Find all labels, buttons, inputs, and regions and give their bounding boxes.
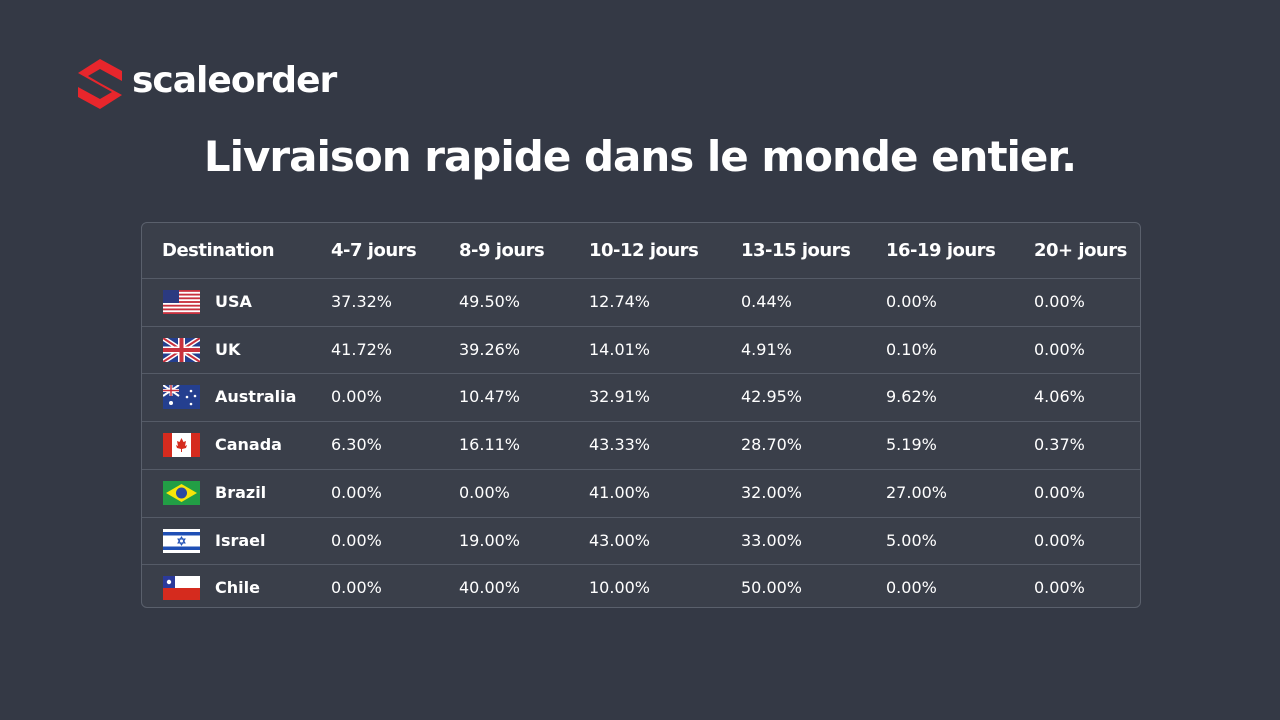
percent-cell: 0.00%: [1034, 482, 1085, 502]
table-row: UK 41.72% 39.26% 14.01% 4.91% 0.10% 0.00%: [142, 325, 1140, 374]
table-row: Israel 0.00% 19.00% 43.00% 33.00% 5.00% 0.00%: [142, 516, 1140, 565]
percent-cell: 0.00%: [331, 578, 382, 598]
country-name: Israel: [215, 530, 266, 550]
logo-text: scaleorder: [132, 60, 337, 101]
percent-cell: 5.00%: [886, 530, 937, 550]
country-name: USA: [215, 292, 252, 311]
percent-cell: 50.00%: [741, 578, 803, 598]
percent-cell: 0.00%: [1034, 292, 1085, 311]
percent-cell: 42.95%: [741, 387, 803, 407]
percent-cell: 27.00%: [886, 482, 948, 502]
header-cell: 13-15 jours: [741, 240, 851, 261]
shipping-table: Destination 4-7 jours 8-9 jours 10-12 jours…: [141, 222, 1141, 608]
table-row: USA 37.32% 49.50% 12.74% 0.44% 0.00% 0.00%: [142, 278, 1140, 326]
flag-icon: [163, 337, 200, 362]
header-cell: 8-9 jours: [459, 240, 545, 261]
percent-cell: 33.00%: [741, 530, 803, 550]
header-row: Destination 4-7 jours 8-9 jours 10-12 jours…: [142, 223, 1140, 278]
percent-cell: 49.50%: [459, 292, 521, 311]
country-name: UK: [215, 339, 241, 359]
percent-cell: 10.47%: [459, 387, 521, 407]
percent-cell: 0.44%: [741, 292, 792, 311]
percent-cell: 0.00%: [1034, 578, 1085, 598]
percent-cell: 43.33%: [589, 435, 651, 455]
percent-cell: 41.72%: [331, 339, 393, 359]
percent-cell: 19.00%: [459, 530, 521, 550]
percent-cell: 37.32%: [331, 292, 393, 311]
percent-cell: 0.00%: [886, 292, 937, 311]
header-cell: 10-12 jours: [589, 240, 699, 261]
table-row: Brazil 0.00% 0.00% 41.00% 32.00% 27.00% 0.00%: [142, 468, 1140, 517]
country-name: Brazil: [215, 482, 267, 502]
percent-cell: 0.00%: [1034, 530, 1085, 550]
country-name: Chile: [215, 578, 260, 598]
percent-cell: 43.00%: [589, 530, 651, 550]
percent-cell: 4.06%: [1034, 387, 1085, 407]
header-cell: Destination: [162, 240, 275, 261]
percent-cell: 0.00%: [886, 578, 937, 598]
header-cell: 20+ jours: [1034, 240, 1127, 261]
percent-cell: 32.00%: [741, 482, 803, 502]
table-row: Canada 6.30% 16.11% 43.33% 28.70% 5.19% 0.37%: [142, 421, 1140, 469]
percent-cell: 41.00%: [589, 482, 651, 502]
percent-cell: 0.37%: [1034, 435, 1085, 455]
percent-cell: 0.00%: [459, 482, 510, 502]
percent-cell: 10.00%: [589, 578, 651, 598]
percent-cell: 5.19%: [886, 435, 937, 455]
flag-icon: [163, 290, 200, 314]
percent-cell: 9.62%: [886, 387, 937, 407]
percent-cell: 0.00%: [1034, 339, 1085, 359]
percent-cell: 0.00%: [331, 387, 382, 407]
percent-cell: 4.91%: [741, 339, 792, 359]
percent-cell: 40.00%: [459, 578, 521, 598]
percent-cell: 28.70%: [741, 435, 803, 455]
percent-cell: 14.01%: [589, 339, 651, 359]
flag-icon: [163, 433, 200, 458]
page-title: Livraison rapide dans le monde entier.: [203, 132, 1077, 181]
percent-cell: 0.00%: [331, 530, 382, 550]
table-row: Australia 0.00% 10.47% 32.91% 42.95% 9.62% 4.0…: [142, 373, 1140, 421]
header-cell: 16-19 jours: [886, 240, 996, 261]
header-cell: 4-7 jours: [331, 240, 417, 261]
percent-cell: 6.30%: [331, 435, 382, 455]
flag-icon: [163, 480, 200, 505]
logo-icon: [78, 59, 122, 109]
percent-cell: 16.11%: [459, 435, 521, 455]
country-name: Canada: [215, 435, 282, 455]
percent-cell: 0.10%: [886, 339, 937, 359]
flag-icon: [163, 385, 200, 410]
flag-icon: [163, 576, 200, 601]
percent-cell: 0.00%: [331, 482, 382, 502]
percent-cell: 32.91%: [589, 387, 651, 407]
table-row: Chile 0.00% 40.00% 10.00% 50.00% 0.00% 0.00%: [142, 564, 1140, 612]
country-name: Australia: [215, 387, 297, 407]
percent-cell: 39.26%: [459, 339, 521, 359]
percent-cell: 12.74%: [589, 292, 651, 311]
flag-icon: [163, 528, 200, 553]
